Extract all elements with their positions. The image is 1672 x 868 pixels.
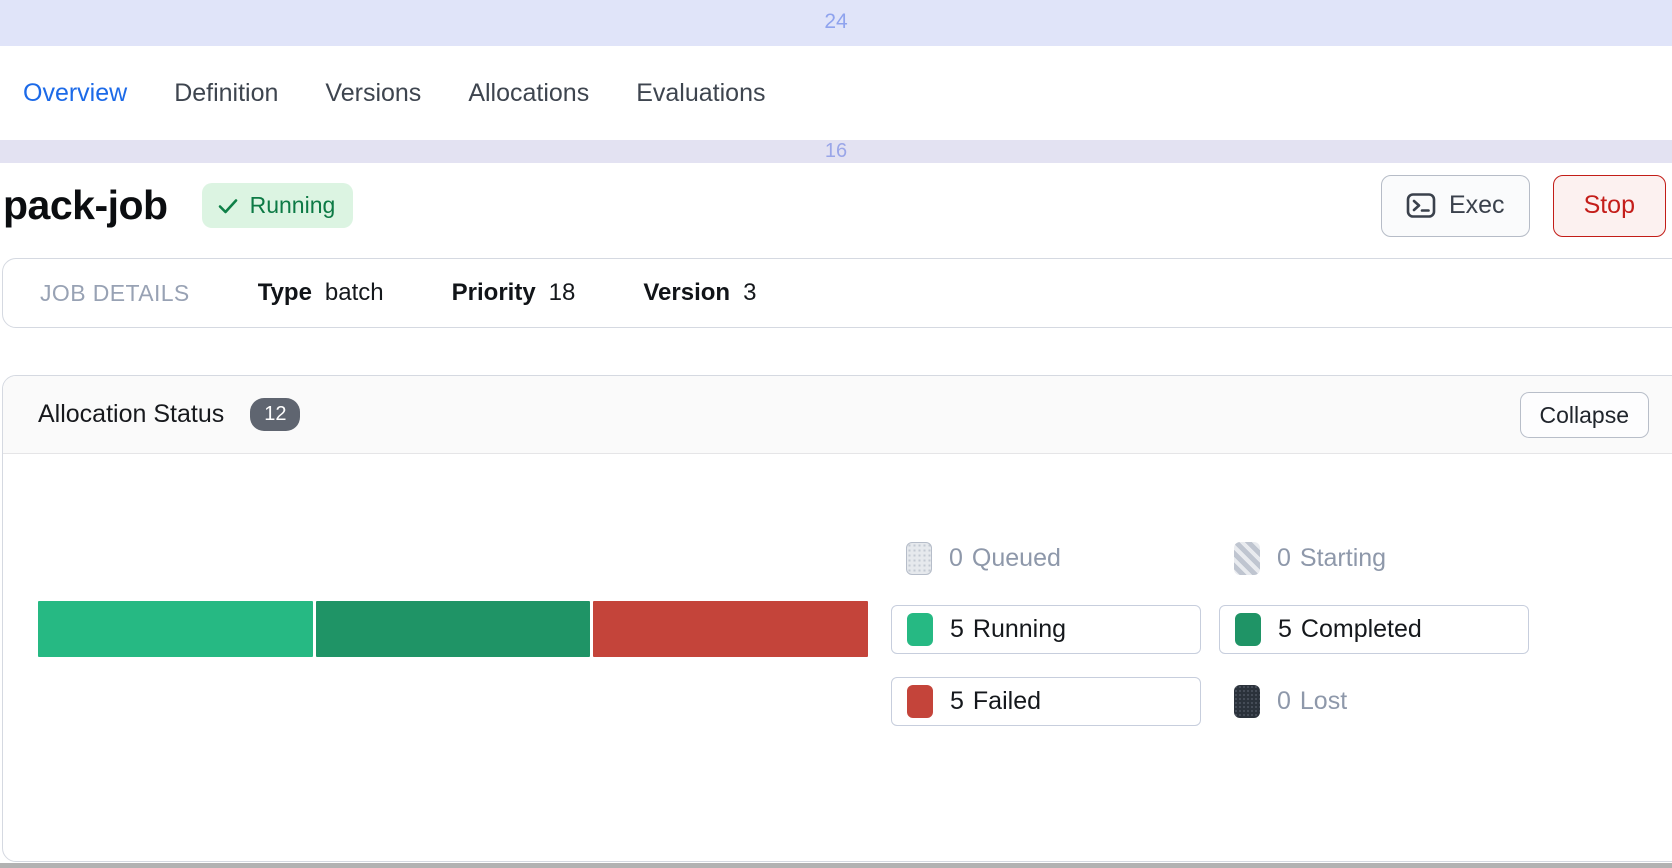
allocation-count-badge: 12 [250, 398, 301, 431]
starting-count: 0 [1277, 544, 1291, 572]
legend-item-running[interactable]: 5 Running [891, 605, 1201, 654]
job-detail-priority-label: Priority [451, 279, 536, 306]
legend-item-lost: 0 Lost [1219, 677, 1529, 726]
allocation-status-panel: Allocation Status 12 Collapse 0 Queued 0… [2, 375, 1672, 862]
legend-item-completed[interactable]: 5 Completed [1219, 605, 1529, 654]
running-swatch-icon [907, 613, 933, 646]
status-badge-label: Running [249, 192, 336, 218]
job-details-heading: JOB DETAILS [40, 279, 190, 306]
job-details-panel: JOB DETAILS Type batch Priority 18 Versi… [2, 258, 1672, 328]
stop-button-label: Stop [1583, 191, 1635, 219]
check-icon [218, 198, 237, 213]
job-detail-type: Type batch [258, 279, 384, 307]
job-detail-version-value: 3 [743, 279, 757, 306]
legend-item-queued: 0 Queued [891, 535, 1201, 582]
tab-evaluations[interactable]: Evaluations [636, 78, 766, 107]
legend-item-starting: 0 Starting [1219, 535, 1529, 582]
job-detail-version: Version 3 [643, 279, 756, 307]
failed-count: 5 [950, 687, 964, 715]
running-count: 5 [950, 615, 964, 643]
spacing-marker-top-value: 24 [824, 10, 848, 33]
tab-definition[interactable]: Definition [174, 78, 279, 107]
queued-count: 0 [949, 544, 963, 572]
completed-label: Completed [1300, 615, 1422, 643]
spacing-marker-top: 24 [0, 0, 1672, 46]
job-actions: Exec Stop [1380, 174, 1670, 237]
starting-label: Starting [1299, 544, 1387, 572]
starting-swatch-icon [1234, 542, 1260, 575]
allocation-status-bar [38, 601, 869, 657]
job-detail-priority: Priority 18 [452, 279, 576, 307]
bottom-divider [0, 863, 1672, 868]
tab-versions[interactable]: Versions [325, 78, 422, 107]
lost-label: Lost [1299, 687, 1348, 715]
collapse-button[interactable]: Collapse [1519, 392, 1649, 438]
completed-count: 5 [1278, 615, 1292, 643]
job-tab-bar: Overview Definition Versions Allocations… [0, 46, 1672, 147]
tab-allocations[interactable]: Allocations [468, 78, 590, 107]
running-label: Running [972, 615, 1067, 643]
lost-swatch-icon [1234, 685, 1260, 718]
allocation-status-header: Allocation Status 12 Collapse [3, 376, 1672, 454]
allocation-bar-segment-running[interactable] [38, 601, 313, 657]
lost-count: 0 [1277, 687, 1291, 715]
failed-label: Failed [972, 687, 1041, 715]
exec-button-label: Exec [1448, 191, 1505, 219]
exec-button[interactable]: Exec [1380, 174, 1530, 237]
stop-button[interactable]: Stop [1552, 174, 1666, 237]
allocation-bar-segment-completed[interactable] [315, 601, 591, 657]
failed-swatch-icon [907, 685, 933, 718]
collapse-button-label: Collapse [1539, 401, 1630, 428]
allocation-legend: 0 Queued 0 Starting 5 Running 5 Complete… [891, 535, 1529, 726]
queued-label: Queued [971, 544, 1061, 572]
spacing-marker-below-tabs-value: 16 [824, 140, 848, 162]
job-detail-type-value: batch [324, 279, 384, 306]
job-detail-version-label: Version [643, 279, 731, 306]
terminal-icon [1406, 193, 1436, 218]
queued-swatch-icon [906, 542, 932, 575]
page-title: pack-job [3, 182, 168, 228]
job-detail-priority-value: 18 [548, 279, 576, 306]
legend-item-failed[interactable]: 5 Failed [891, 677, 1201, 726]
job-detail-type-label: Type [257, 279, 312, 306]
job-header: pack-job Running Exec Stop [0, 163, 1672, 248]
spacing-marker-below-tabs: 16 [0, 140, 1672, 163]
allocation-bar-segment-failed[interactable] [593, 601, 869, 657]
tab-overview[interactable]: Overview [5, 78, 153, 147]
status-badge: Running [201, 183, 354, 228]
completed-swatch-icon [1235, 613, 1261, 646]
allocation-status-title: Allocation Status [38, 400, 225, 428]
